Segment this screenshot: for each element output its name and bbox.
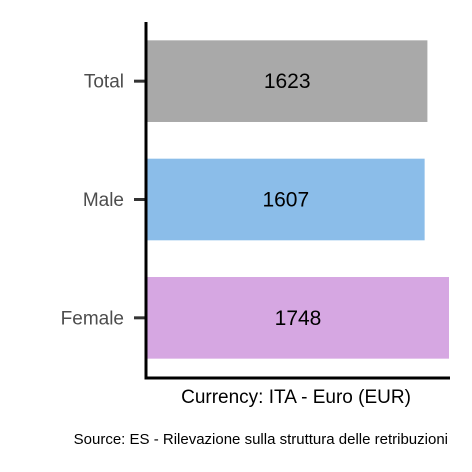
y-tick-label-total: Total [84,72,124,93]
data-labels-layer: 1623 1607 1748 [262,70,321,330]
data-label-female: 1748 [275,307,322,330]
bar-female [147,277,449,359]
y-tick-label-female: Female [61,308,124,329]
bar-male [147,158,425,241]
y-ticks-layer: Total Male Female [61,72,145,329]
data-label-male: 1607 [262,189,309,212]
source-caption: Source: ES - Rilevazione sulla struttura… [74,431,448,448]
bar-total [147,40,428,122]
x-axis-title: Currency: ITA - Euro (EUR) [181,387,411,408]
bars-layer [147,40,449,359]
y-tick-label-male: Male [83,190,124,211]
data-label-total: 1623 [264,70,311,93]
